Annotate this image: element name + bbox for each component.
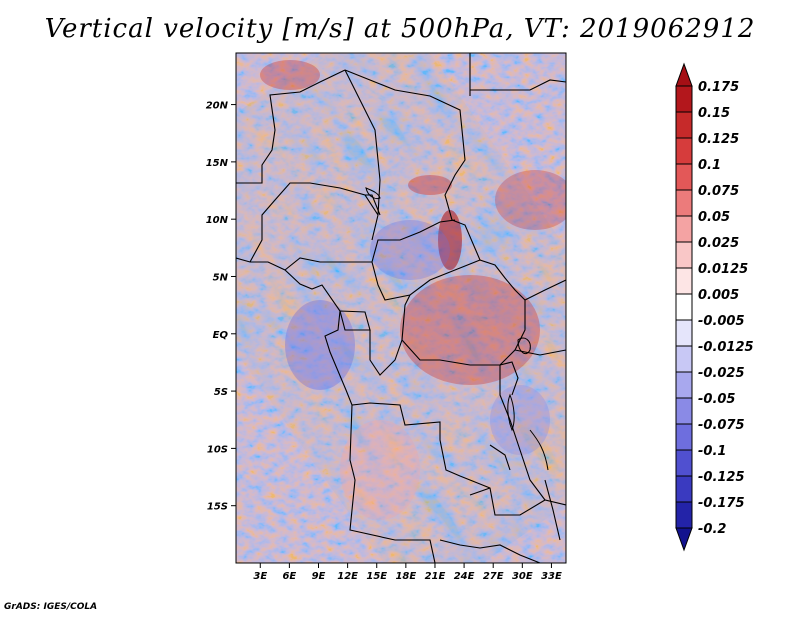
lon-tick-label: 24E	[454, 571, 475, 582]
colorbar-label: 0.05	[698, 210, 730, 225]
colorbar-swatch	[675, 527, 693, 552]
country-borders	[236, 53, 566, 563]
colorbar: 0.175 0.15 0.125 0.1 0.075 0.05 0.025 0.0125 0.0…	[675, 62, 754, 552]
lon-tick-label: 3E	[253, 571, 267, 582]
lat-tick-label: 20N	[206, 101, 229, 112]
colorbar-swatch	[675, 62, 693, 87]
latitude-axis: 20N 15N 10N 5N EQ 5S 10S 15S	[206, 101, 236, 513]
colorbar-swatch	[675, 501, 693, 529]
colorbar-swatch	[675, 371, 693, 399]
lat-tick-label: 10N	[206, 215, 229, 226]
lat-tick-label: 10S	[207, 444, 228, 455]
lon-tick-label: 15E	[366, 571, 387, 582]
colorbar-label: -0.2	[698, 522, 726, 537]
colorbar-swatch	[675, 397, 693, 425]
colorbar-label: -0.05	[698, 392, 735, 407]
colorbar-swatch	[675, 267, 693, 295]
colorbar-label: -0.025	[698, 366, 745, 381]
colorbar-swatch	[675, 85, 693, 113]
lon-tick-label: 12E	[337, 571, 358, 582]
colorbar-swatch	[675, 475, 693, 503]
colorbar-swatch	[675, 449, 693, 477]
lat-tick-label: EQ	[213, 330, 229, 341]
colorbar-swatch	[675, 345, 693, 373]
colorbar-label: -0.005	[698, 314, 745, 329]
colorbar-label: -0.125	[698, 470, 745, 485]
colorbar-label: 0.15	[698, 106, 730, 121]
lon-tick-label: 6E	[282, 571, 296, 582]
colorbar-label: 0.1	[698, 158, 721, 173]
map-frame	[235, 52, 567, 564]
lat-tick-label: 5N	[213, 272, 229, 283]
colorbar-swatch	[675, 189, 693, 217]
colorbar-label: 0.075	[698, 184, 739, 199]
colorbar-label: -0.175	[698, 496, 745, 511]
lat-tick-label: 5S	[214, 387, 228, 398]
colorbar-label: -0.0125	[698, 340, 754, 355]
colorbar-label: 0.005	[698, 288, 739, 303]
lon-tick-label: 21E	[425, 571, 446, 582]
colorbar-label: 0.0125	[698, 262, 748, 277]
longitude-axis: 3E 6E 9E 12E 15E 18E 21E 24E 27E 30E 33E	[253, 563, 562, 582]
colorbar-label: 0.025	[698, 236, 739, 251]
lon-tick-label: 18E	[395, 571, 416, 582]
colorbar-swatch	[675, 111, 693, 139]
colorbar-swatch	[675, 319, 693, 347]
colorbar-swatch	[675, 293, 693, 321]
chart-title: Vertical velocity [m/s] at 500hPa, VT: 2…	[44, 14, 756, 44]
colorbar-label: -0.1	[698, 444, 726, 459]
colorbar-swatch	[675, 241, 693, 269]
colorbar-label: 0.125	[698, 132, 739, 147]
lon-tick-label: 30E	[512, 571, 533, 582]
lat-tick-label: 15N	[206, 158, 229, 169]
lon-tick-label: 27E	[483, 571, 504, 582]
colorbar-swatch	[675, 163, 693, 191]
footer-credit: GrADS: IGES/COLA	[4, 602, 98, 612]
lon-tick-label: 9E	[312, 571, 326, 582]
lon-tick-label: 33E	[541, 571, 562, 582]
colorbar-swatch	[675, 137, 693, 165]
lat-tick-label: 15S	[207, 502, 228, 513]
colorbar-label: 0.175	[698, 80, 739, 95]
colorbar-label: -0.075	[698, 418, 745, 433]
lake-features	[365, 187, 549, 471]
colorbar-swatch	[675, 215, 693, 243]
colorbar-swatch	[675, 423, 693, 451]
